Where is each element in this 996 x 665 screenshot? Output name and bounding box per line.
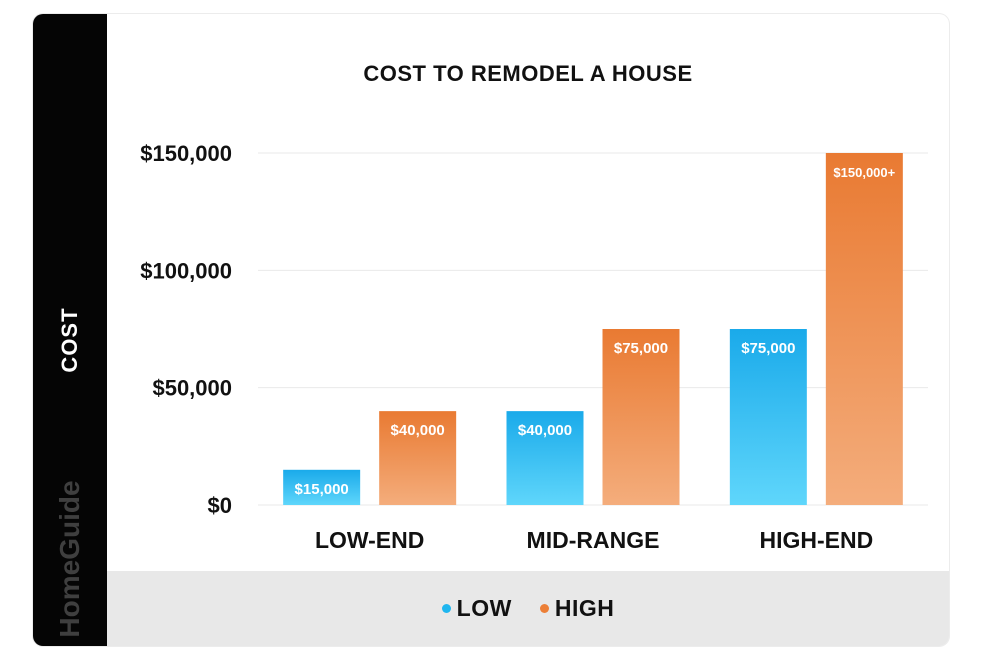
bar-high [825, 153, 903, 505]
bar-low [283, 469, 361, 505]
legend-label-high: HIGH [554, 595, 615, 621]
bar-value-label: $150,000+ [833, 165, 895, 180]
bar-value-label: $40,000 [518, 422, 572, 439]
bar-high [379, 411, 457, 505]
y-tick-label: $150,000 [140, 141, 232, 166]
x-tick-label: LOW-END [315, 527, 424, 553]
y-tick-label: $0 [208, 493, 232, 518]
bar-low [506, 411, 584, 505]
bar-low [729, 329, 807, 505]
bar-value-label: $40,000 [391, 422, 445, 439]
x-tick-label: HIGH-END [759, 527, 873, 553]
bar-value-label: $75,000 [614, 340, 668, 357]
bar-value-label: $75,000 [741, 340, 795, 357]
legend-item-low: LOW [441, 595, 512, 622]
x-tick-label: MID-RANGE [527, 527, 660, 553]
side-panel: COST HomeGuide [33, 14, 107, 646]
y-tick-label: $100,000 [140, 258, 232, 283]
bar-high [602, 329, 680, 505]
chart-title: COST TO REMODEL A HOUSE [363, 61, 693, 86]
legend-dot-low [441, 604, 451, 613]
bar-value-label: $15,000 [295, 481, 349, 498]
legend-label-low: LOW [456, 595, 512, 621]
legend: LOW HIGH [107, 571, 949, 646]
legend-item-high: HIGH [539, 595, 615, 622]
legend-dot-high [539, 604, 549, 613]
y-tick-label: $50,000 [152, 376, 232, 401]
